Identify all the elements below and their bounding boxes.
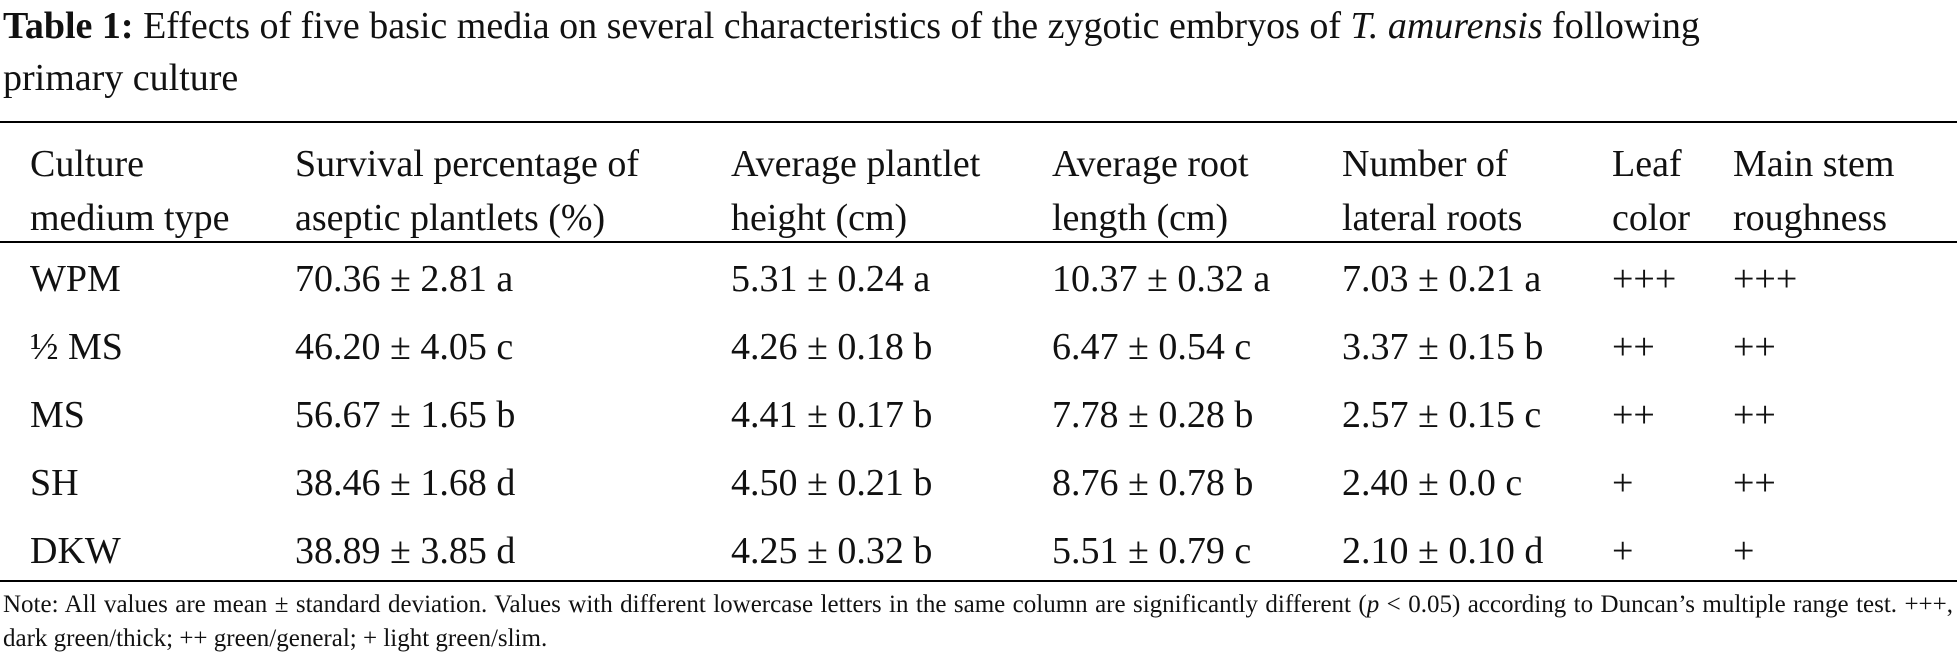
column-header-line: aseptic plantlets (%): [295, 197, 606, 239]
table-cell: 46.20 ± 4.05 c: [295, 326, 514, 368]
column-header-line: Main stem: [1733, 143, 1895, 185]
column-header-survival: Survival percentage of aseptic plantlets…: [295, 137, 639, 245]
column-header-medium: Culture medium type: [30, 137, 229, 245]
table-cell: +++: [1612, 258, 1677, 300]
table-cell: 5.51 ± 0.79 c: [1052, 530, 1252, 572]
table-caption-text-line2: primary culture: [3, 57, 239, 99]
table-footnote: Note: All values are mean ± standard dev…: [3, 588, 1953, 656]
column-header-line: length (cm): [1052, 197, 1229, 239]
table-row: MS 56.67 ± 1.65 b 4.41 ± 0.17 b 7.78 ± 0…: [0, 381, 1957, 449]
table-cell: ++: [1733, 326, 1776, 368]
table-cell: 4.26 ± 0.18 b: [731, 326, 933, 368]
table-cell: 10.37 ± 0.32 a: [1052, 258, 1271, 300]
table-cell: ++: [1612, 326, 1655, 368]
table-row: WPM 70.36 ± 2.81 a 5.31 ± 0.24 a 10.37 ±…: [0, 245, 1957, 313]
footnote-text-end: < 0.05) according to Duncan’s multiple r…: [3, 591, 1953, 652]
table-cell: 38.89 ± 3.85 d: [295, 530, 516, 572]
table-cell: 3.37 ± 0.15 b: [1342, 326, 1544, 368]
table-caption-label: Table 1:: [3, 5, 134, 47]
column-header-line: Leaf: [1612, 143, 1682, 185]
table-row: SH 38.46 ± 1.68 d 4.50 ± 0.21 b 8.76 ± 0…: [0, 449, 1957, 517]
column-header-line: lateral roots: [1342, 197, 1523, 239]
table-cell: +: [1733, 530, 1755, 572]
table-header-rule: [0, 241, 1957, 243]
table-caption-text: Effects of five basic media on several c…: [143, 5, 1342, 47]
table-bottom-rule: [0, 580, 1957, 582]
table-cell: 38.46 ± 1.68 d: [295, 462, 516, 504]
table-cell: ++: [1733, 462, 1776, 504]
table-row: ½ MS 46.20 ± 4.05 c 4.26 ± 0.18 b 6.47 ±…: [0, 313, 1957, 381]
column-header-height: Average plantlet height (cm): [731, 137, 980, 245]
footnote-text: Note: All values are mean ± standard dev…: [3, 591, 1367, 618]
table-cell: +++: [1733, 258, 1798, 300]
table-cell: 2.40 ± 0.0 c: [1342, 462, 1523, 504]
table-top-rule: [0, 121, 1957, 123]
table-cell: 6.47 ± 0.54 c: [1052, 326, 1252, 368]
column-header-line: color: [1612, 197, 1691, 239]
table-cell: MS: [30, 394, 85, 436]
table-cell: SH: [30, 462, 79, 504]
table-cell: DKW: [30, 530, 121, 572]
table-cell: +: [1612, 530, 1634, 572]
table-cell: WPM: [30, 258, 121, 300]
table-cell: 8.76 ± 0.78 b: [1052, 462, 1254, 504]
table-cell: 56.67 ± 1.65 b: [295, 394, 516, 436]
table-cell: +: [1612, 462, 1634, 504]
table-caption-text-end: following: [1552, 5, 1700, 47]
column-header-lateral-roots: Number of lateral roots: [1342, 137, 1522, 245]
table-cell: 7.03 ± 0.21 a: [1342, 258, 1542, 300]
column-header-stem-roughness: Main stem roughness: [1733, 137, 1894, 245]
column-header-line: Average root: [1052, 143, 1249, 185]
table-cell: ++: [1612, 394, 1655, 436]
column-header-line: Survival percentage of: [295, 143, 639, 185]
table-caption-species: T. amurensis: [1350, 5, 1543, 47]
column-header-line: height (cm): [731, 197, 908, 239]
table-cell: 2.10 ± 0.10 d: [1342, 530, 1544, 572]
table-cell: 4.50 ± 0.21 b: [731, 462, 933, 504]
column-header-line: Number of: [1342, 143, 1508, 185]
table-cell: 4.41 ± 0.17 b: [731, 394, 933, 436]
table-row: DKW 38.89 ± 3.85 d 4.25 ± 0.32 b 5.51 ± …: [0, 517, 1957, 585]
footnote-p-symbol: p: [1366, 591, 1380, 618]
table-cell: 4.25 ± 0.32 b: [731, 530, 933, 572]
column-header-leaf-color: Leaf color: [1612, 137, 1690, 245]
column-header-line: Average plantlet: [731, 143, 981, 185]
column-header-line: roughness: [1733, 197, 1888, 239]
column-header-root-length: Average root length (cm): [1052, 137, 1249, 245]
table-cell: ½ MS: [30, 326, 123, 368]
table-cell: 2.57 ± 0.15 c: [1342, 394, 1542, 436]
column-header-line: Culture: [30, 143, 144, 185]
column-header-line: medium type: [30, 197, 230, 239]
table-cell: 5.31 ± 0.24 a: [731, 258, 931, 300]
table-caption: Table 1: Effects of five basic media on …: [3, 0, 1953, 104]
table-cell: 70.36 ± 2.81 a: [295, 258, 514, 300]
table-cell: 7.78 ± 0.28 b: [1052, 394, 1254, 436]
table-cell: ++: [1733, 394, 1776, 436]
